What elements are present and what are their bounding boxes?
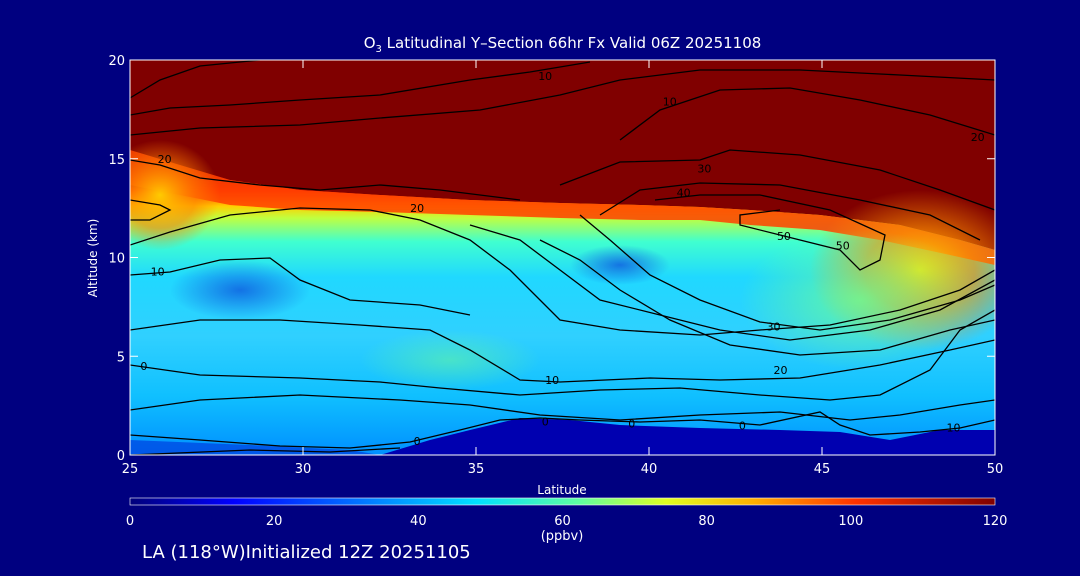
axes: 25 30 35 40 45 50 0 5 10 15 20	[108, 54, 1003, 477]
title-text: Latitudinal Y–Section 66hr Fx Valid 06Z …	[381, 34, 762, 52]
y-tick-label: 5	[117, 350, 125, 365]
contour-line	[130, 411, 995, 449]
contour-labels: 10 10 20 30 40 20 20 50 50 10 30 20 10 0 0 0 0 0 10	[140, 70, 984, 448]
contour-line	[559, 149, 995, 211]
contour-label: 0	[414, 435, 421, 448]
contour-label: 20	[410, 202, 424, 215]
colorbar-tick-label: 60	[554, 514, 571, 529]
contour-label: 10	[538, 70, 552, 83]
contour-line	[130, 309, 995, 401]
contour-line	[130, 319, 995, 383]
colorbar	[129, 497, 996, 506]
contour-line	[130, 394, 995, 421]
contour-line	[579, 214, 995, 331]
contour-label: 10	[545, 374, 559, 387]
colorbar-tick-label: 0	[126, 514, 134, 529]
contour-label: 10	[946, 421, 960, 434]
contour-line	[130, 447, 401, 455]
y-tick-label: 0	[117, 449, 125, 464]
chart-title: O3 Latitudinal Y–Section 66hr Fx Valid 0…	[130, 34, 995, 55]
contour-label: 30	[697, 163, 711, 176]
contour-label: 50	[836, 240, 850, 253]
ozone-field	[130, 60, 995, 455]
contour-label: 0	[739, 419, 746, 432]
contour-line	[130, 159, 521, 201]
contour-label: 20	[158, 153, 172, 166]
contour-line	[654, 194, 886, 271]
contour-label: 0	[628, 417, 635, 430]
x-tick-label: 35	[468, 462, 485, 477]
x-tick-label: 30	[295, 462, 312, 477]
x-tick-label: 40	[641, 462, 658, 477]
colorbar-ticks: 0 20 40 60 80 100 120	[126, 514, 1008, 529]
contour-label: 0	[542, 415, 549, 428]
y-tick-label: 10	[108, 252, 125, 267]
colorbar-tick-label: 40	[410, 514, 427, 529]
contour-line	[130, 207, 995, 336]
colorbar-unit-label: (ppbv)	[541, 529, 584, 544]
contour-line	[130, 61, 591, 116]
contour-label: 20	[971, 131, 985, 144]
contour-line	[619, 87, 995, 141]
title-subscript: 3	[375, 44, 382, 55]
contour-lines	[130, 60, 995, 455]
initialization-label: LA (118°W)Initialized 12Z 20251105	[142, 542, 471, 563]
contour-line	[130, 199, 172, 221]
title-prefix: O	[363, 34, 376, 52]
colorbar-tick-label: 100	[838, 514, 863, 529]
x-tick-label: 50	[987, 462, 1004, 477]
contour-label: 50	[777, 230, 791, 243]
contour-label: 30	[767, 321, 781, 334]
colorbar-tick-label: 20	[266, 514, 283, 529]
colorbar-tick-label: 80	[698, 514, 715, 529]
contour-line	[130, 60, 261, 99]
contour-line	[130, 257, 471, 316]
contour-line	[599, 182, 981, 241]
y-axis-label: Altitude (km)	[86, 219, 100, 298]
x-tick-label: 45	[814, 462, 831, 477]
y-tick-label: 15	[108, 153, 125, 168]
contour-line	[130, 69, 995, 136]
contour-label: 10	[663, 95, 677, 108]
x-tick-label: 25	[122, 462, 139, 477]
colorbar-tick-label: 120	[983, 514, 1008, 529]
x-axis-label: Latitude	[537, 483, 586, 497]
contour-line	[539, 239, 995, 356]
contour-label: 40	[677, 186, 691, 199]
y-tick-label: 20	[108, 54, 125, 69]
contour-label: 10	[151, 265, 165, 278]
contour-label: 20	[773, 364, 787, 377]
contour-line	[469, 224, 995, 341]
contour-label: 0	[140, 360, 147, 373]
